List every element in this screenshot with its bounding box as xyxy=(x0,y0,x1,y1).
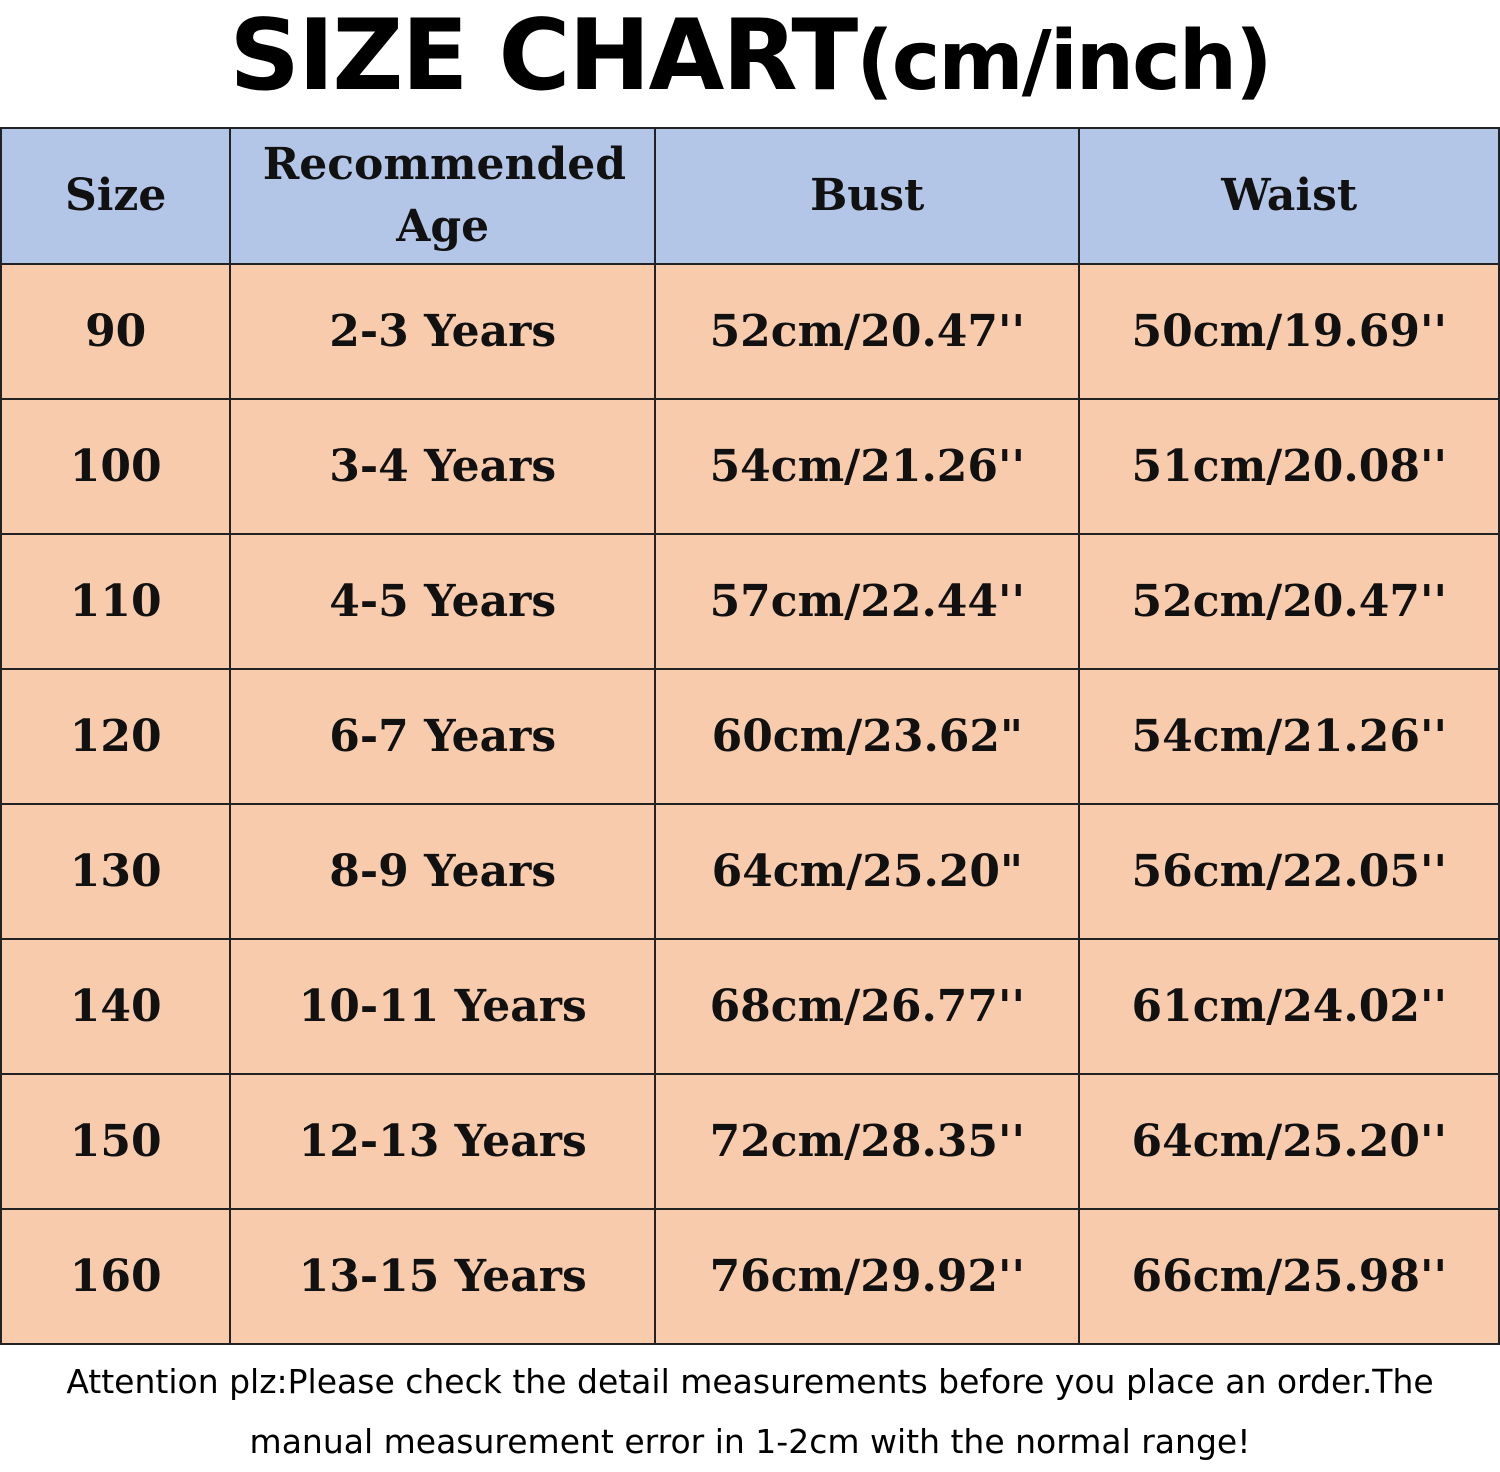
cell-bust: 68cm/26.77'' xyxy=(654,938,1081,1075)
table-row: 110 4-5 Years 57cm/22.44'' 52cm/20.47'' xyxy=(0,533,1500,670)
table-row: 90 2-3 Years 52cm/20.47'' 50cm/19.69'' xyxy=(0,263,1500,400)
table-row: 130 8-9 Years 64cm/25.20" 56cm/22.05'' xyxy=(0,803,1500,940)
cell-size: 110 xyxy=(0,533,232,670)
table-row: 160 13-15 Years 76cm/29.92'' 66cm/25.98'' xyxy=(0,1208,1500,1345)
header-bust: Bust xyxy=(654,127,1081,265)
header-size: Size xyxy=(0,127,232,265)
cell-bust: 54cm/21.26'' xyxy=(654,398,1081,535)
cell-size: 140 xyxy=(0,938,232,1075)
cell-size: 150 xyxy=(0,1073,232,1210)
cell-age: 2-3 Years xyxy=(229,263,657,400)
cell-waist: 56cm/22.05'' xyxy=(1078,803,1500,940)
table-row: 100 3-4 Years 54cm/21.26'' 51cm/20.08'' xyxy=(0,398,1500,535)
cell-waist: 64cm/25.20'' xyxy=(1078,1073,1500,1210)
header-age-text: Recommended Age xyxy=(262,139,627,252)
attention-note: Attention plz:Please check the detail me… xyxy=(0,1352,1500,1472)
note-line-1: Attention plz:Please check the detail me… xyxy=(66,1362,1434,1401)
header-row: Size Recommended Age Bust Waist xyxy=(0,127,1500,265)
title-text: SIZE CHART xyxy=(229,0,858,113)
cell-waist: 50cm/19.69'' xyxy=(1078,263,1500,400)
cell-bust: 72cm/28.35'' xyxy=(654,1073,1081,1210)
cell-age: 3-4 Years xyxy=(229,398,657,535)
header-age: Recommended Age xyxy=(229,127,657,265)
title-unit: (cm/inch) xyxy=(856,14,1272,109)
cell-bust: 57cm/22.44'' xyxy=(654,533,1081,670)
cell-size: 130 xyxy=(0,803,232,940)
header-waist: Waist xyxy=(1078,127,1500,265)
table-row: 140 10-11 Years 68cm/26.77'' 61cm/24.02'' xyxy=(0,938,1500,1075)
cell-waist: 51cm/20.08'' xyxy=(1078,398,1500,535)
cell-waist: 52cm/20.47'' xyxy=(1078,533,1500,670)
page-title: SIZE CHART(cm/inch) xyxy=(0,0,1500,122)
table-row: 120 6-7 Years 60cm/23.62" 54cm/21.26'' xyxy=(0,668,1500,805)
cell-waist: 66cm/25.98'' xyxy=(1078,1208,1500,1345)
cell-age: 10-11 Years xyxy=(229,938,657,1075)
note-line-2: manual measurement error in 1-2cm with t… xyxy=(249,1422,1251,1461)
size-chart-table: Size Recommended Age Bust Waist 90 2-3 Ye… xyxy=(0,127,1500,1345)
cell-age: 13-15 Years xyxy=(229,1208,657,1345)
cell-waist: 61cm/24.02'' xyxy=(1078,938,1500,1075)
cell-waist: 54cm/21.26'' xyxy=(1078,668,1500,805)
cell-size: 160 xyxy=(0,1208,232,1345)
cell-bust: 64cm/25.20" xyxy=(654,803,1081,940)
cell-age: 4-5 Years xyxy=(229,533,657,670)
cell-size: 100 xyxy=(0,398,232,535)
cell-size: 90 xyxy=(0,263,232,400)
cell-bust: 76cm/29.92'' xyxy=(654,1208,1081,1345)
cell-age: 8-9 Years xyxy=(229,803,657,940)
cell-size: 120 xyxy=(0,668,232,805)
cell-bust: 52cm/20.47'' xyxy=(654,263,1081,400)
cell-age: 12-13 Years xyxy=(229,1073,657,1210)
cell-bust: 60cm/23.62" xyxy=(654,668,1081,805)
cell-age: 6-7 Years xyxy=(229,668,657,805)
table-row: 150 12-13 Years 72cm/28.35'' 64cm/25.20'' xyxy=(0,1073,1500,1210)
